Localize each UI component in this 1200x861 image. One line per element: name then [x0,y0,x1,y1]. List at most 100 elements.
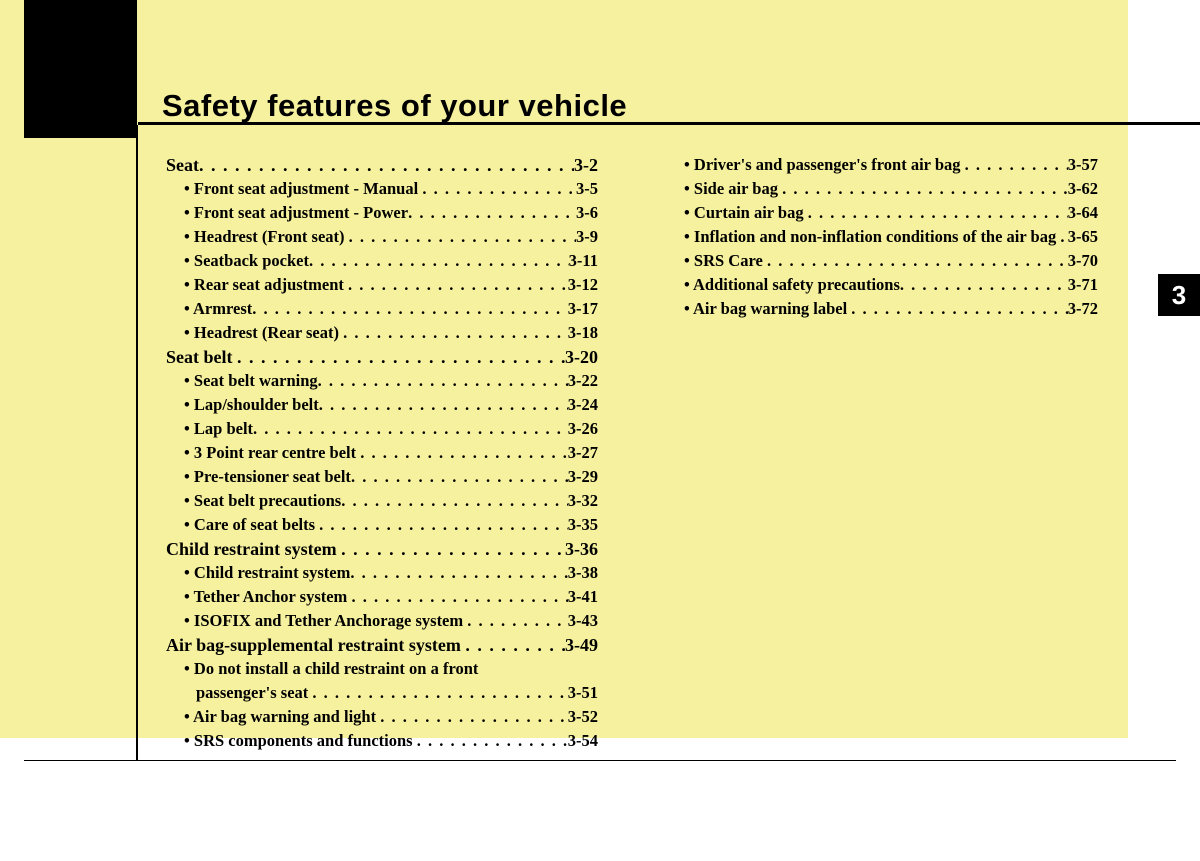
toc-page-number: 3-35 [568,514,598,536]
toc-leader-dots: . . . . . . . . . . . . . . . . . . . . … [408,202,576,224]
horizontal-rule-bottom [24,760,1176,761]
toc-page-number: 3-54 [568,730,598,752]
toc-entry: Headrest (Rear seat) . . . . . . . . . .… [166,322,598,344]
toc-label: Seat [166,154,199,176]
toc-leader-dots: . . . . . . . . . . . . . . . . . . . . … [422,178,576,200]
toc-page-number: 3-24 [568,394,598,416]
toc-page-number: 3-41 [568,586,598,608]
toc-entry: Inflation and non-inflation conditions o… [666,226,1098,248]
toc-label: Side air bag [684,178,782,200]
toc-entry: SRS components and functions . . . . . .… [166,730,598,752]
toc-label: ISOFIX and Tether Anchorage system [184,610,467,632]
toc-page-number: 3-5 [576,178,598,200]
toc-page-number: 3-27 [568,442,598,464]
toc-label: Care of seat belts [184,514,319,536]
toc-leader-dots: . . . . . . . . . . . . . . . . . . . . … [312,682,567,704]
toc-leader-dots: . . . . . . . . . . . . . . . . . . . . … [965,154,1068,176]
horizontal-rule-top [138,122,1200,125]
toc-label: Seat belt precautions [184,490,341,512]
toc-page-number: 3-49 [565,634,598,656]
toc-entry: Front seat adjustment - Power. . . . . .… [166,202,598,224]
toc-page-number: 3-11 [569,250,598,272]
toc-section: Child restraint system . . . . . . . . .… [166,538,598,560]
toc-leader-dots: . . . . . . . . . . . . . . . . . . . . … [341,538,565,560]
toc-entry: ISOFIX and Tether Anchorage system . . .… [166,610,598,632]
toc-section: Air bag-supplemental restraint system . … [166,634,598,656]
toc-page-number: 3-43 [568,610,598,632]
toc-label: Front seat adjustment - Power [184,202,408,224]
chapter-title: Safety features of your vehicle [162,88,627,124]
toc-leader-dots: . . . . . . . . . . . . . . . . . . . . … [253,418,568,440]
toc-entry: Seat belt warning. . . . . . . . . . . .… [166,370,598,392]
toc-label: Do not install a child restraint on a fr… [184,658,478,680]
toc-page-number: 3-22 [568,370,598,392]
toc-label: Seat belt warning [184,370,318,392]
toc-entry: Air bag warning and light . . . . . . . … [166,706,598,728]
toc-label: Curtain air bag [684,202,808,224]
toc-label: Armrest [184,298,252,320]
toc-page-number: 3-18 [568,322,598,344]
toc-page-number: 3-72 [1068,298,1098,320]
toc-label: Driver's and passenger's front air bag [684,154,965,176]
toc-page-number: 3-26 [568,418,598,440]
toc-label: Headrest (Rear seat) [184,322,343,344]
toc-label: Additional safety precautions [684,274,900,296]
toc-page-number: 3-20 [565,346,598,368]
toc-page-number: 3-9 [576,226,598,248]
toc-label: Air bag warning label [684,298,851,320]
toc-page-number: 3-36 [565,538,598,560]
toc-entry: 3 Point rear centre belt . . . . . . . .… [166,442,598,464]
toc-label: Pre-tensioner seat belt [184,466,351,488]
toc-column-left: Seat. . . . . . . . . . . . . . . . . . … [166,154,598,754]
toc-page-number: 3-70 [1068,250,1098,272]
toc-leader-dots: . . . . . . . . . . . . . . . . . . . . … [348,274,568,296]
toc-label: Lap/shoulder belt [184,394,319,416]
toc-label: Tether Anchor system [184,586,351,608]
corner-block [24,0,137,138]
toc-label: Rear seat adjustment [184,274,348,296]
toc-label: Child restraint system [184,562,350,584]
toc-page-number: 3-71 [1068,274,1098,296]
toc-entry: Do not install a child restraint on a fr… [166,658,598,680]
toc-label: Air bag-supplemental restraint system [166,634,465,656]
toc-entry: Additional safety precautions. . . . . .… [666,274,1098,296]
toc-leader-dots: . . . . . . . . . . . . . . . . . . . . … [467,610,567,632]
toc-page-number: 3-38 [568,562,598,584]
toc-label: Lap belt [184,418,253,440]
chapter-number: 3 [1172,280,1186,311]
toc-leader-dots: . . . . . . . . . . . . . . . . . . . . … [900,274,1068,296]
toc-label: 3 Point rear centre belt [184,442,360,464]
toc-leader-dots: . . . . . . . . . . . . . . . . . . . . … [237,346,565,368]
toc-entry: Seat belt precautions. . . . . . . . . .… [166,490,598,512]
toc-page-number: 3-6 [576,202,598,224]
toc-label: Seatback pocket [184,250,309,272]
toc-leader-dots: . . . . . . . . . . . . . . . . . . . . … [319,394,568,416]
toc-page-number: 3-62 [1068,178,1098,200]
toc-leader-dots: . . . . . . . . . . . . . . . . . . . . … [417,730,568,752]
toc-leader-dots: . . . . . . . . . . . . . . . . . . . . … [808,202,1068,224]
toc-label: passenger's seat [184,682,312,704]
toc-section: Seat belt . . . . . . . . . . . . . . . … [166,346,598,368]
toc-leader-dots: . . . . . . . . . . . . . . . . . . . . … [309,250,569,272]
toc-leader-dots: . . . . . . . . . . . . . . . . . . . . … [199,154,574,176]
toc-label: Inflation and non-inflation conditions o… [684,226,1060,248]
toc-entry: Side air bag . . . . . . . . . . . . . .… [666,178,1098,200]
toc-page-number: 3-32 [568,490,598,512]
toc-entry: Lap/shoulder belt. . . . . . . . . . . .… [166,394,598,416]
toc-leader-dots: . . . . . . . . . . . . . . . . . . . . … [851,298,1067,320]
toc-entry: Headrest (Front seat) . . . . . . . . . … [166,226,598,248]
toc-leader-dots: . . . . . . . . . . . . . . . . . . . . … [350,562,567,584]
toc-leader-dots: . . . . . . . . . . . . . . . . . . . . … [465,634,565,656]
toc-leader-dots: . . . . . . . . . . . . . . . . . . . . … [343,322,568,344]
toc-page-number: 3-12 [568,274,598,296]
toc-leader-dots: . . . . . . . . . . . . . . . . . . . . … [782,178,1068,200]
toc-entry: passenger's seat . . . . . . . . . . . .… [166,682,598,704]
toc-entry: Armrest. . . . . . . . . . . . . . . . .… [166,298,598,320]
toc-entry: Pre-tensioner seat belt. . . . . . . . .… [166,466,598,488]
toc-section: Seat. . . . . . . . . . . . . . . . . . … [166,154,598,176]
toc-leader-dots: . . . . . . . . . . . . . . . . . . . . … [351,586,567,608]
toc-page-number: 3-17 [568,298,598,320]
toc-page-number: 3-65 [1068,226,1098,248]
toc-entry: SRS Care . . . . . . . . . . . . . . . .… [666,250,1098,272]
toc-label: SRS Care [684,250,767,272]
